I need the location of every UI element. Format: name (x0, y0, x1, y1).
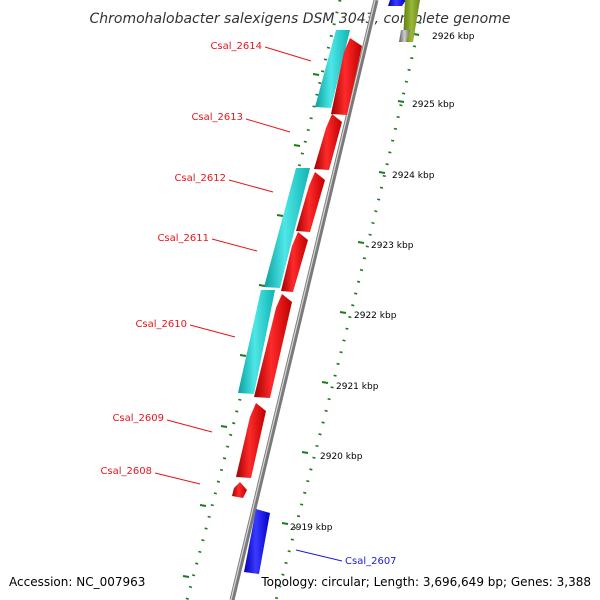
gene-csal-2613 (314, 114, 342, 170)
minor-tick-mark (276, 214, 284, 217)
kbp-tick-mark (321, 381, 329, 384)
gene-label-csal-2612: Csal_2612 (174, 173, 226, 184)
map-title: Chromohalobacter salexigens DSM 3043, co… (90, 11, 511, 27)
gene-csal-2608 (232, 482, 247, 498)
kbp-tick-label: 2919 kbp (290, 523, 333, 533)
kbp-tick-mark (301, 451, 309, 454)
minor-tick-mark (258, 284, 266, 287)
gene-label-csal-2614: Csal_2614 (210, 41, 262, 52)
genome-backbone (229, 0, 379, 600)
gene-csal-2612 (296, 172, 325, 232)
leader-line-csal-2607 (295, 549, 343, 562)
feature-cyan-csal-2611-2612 (264, 168, 310, 288)
kbp-tick-label: 2926 kbp (432, 32, 475, 42)
kbp-tick-label: 2922 kbp (354, 311, 397, 321)
topology-text: Topology: circular; Length: 3,696,649 bp… (260, 575, 591, 589)
gene-label-csal-2613: Csal_2613 (191, 112, 243, 123)
leader-line-csal-2608 (154, 472, 201, 485)
gene-labels: Csal_2614 Csal_2613 Csal_2612 Csal_2611 … (100, 41, 396, 567)
leader-line-csal-2611 (211, 238, 258, 252)
gene-csal-2611 (281, 232, 308, 292)
leader-line-csal-2612 (228, 179, 274, 193)
genome-backbone-highlight (230, 0, 376, 600)
minor-tick-mark (293, 144, 301, 147)
kbp-tick-mark (339, 311, 347, 314)
minor-tick-mark (312, 73, 320, 76)
kbp-tick-mark (413, 33, 420, 36)
feature-cyan-csal-2610 (238, 290, 275, 394)
kbp-tick-label: 2921 kbp (336, 382, 379, 392)
gene-label-csal-2610: Csal_2610 (135, 319, 187, 330)
gene-csal-2609 (236, 403, 266, 478)
leader-line-csal-2614 (264, 46, 312, 62)
gene-label-csal-2608: Csal_2608 (100, 466, 152, 477)
gene-label-csal-2607: Csal_2607 (345, 556, 397, 567)
feature-cyan-csal-2614 (315, 30, 350, 108)
minor-tick-mark (239, 354, 247, 357)
kbp-tick-mark (357, 241, 365, 244)
leader-line-csal-2610 (189, 324, 236, 338)
kbp-tick-label: 2924 kbp (392, 171, 435, 181)
gene-label-csal-2611: Csal_2611 (157, 233, 209, 244)
kbp-tick-mark (281, 522, 289, 525)
gene-label-csal-2609: Csal_2609 (112, 413, 164, 424)
gene-csal-2610 (254, 294, 292, 398)
minor-tick-mark (182, 575, 190, 578)
minor-tick-mark (199, 504, 207, 507)
kbp-tick-label: 2920 kbp (320, 452, 363, 462)
kbp-tick-mark (378, 171, 386, 174)
minor-tick-mark (220, 425, 228, 428)
inner-ring-marks (182, 73, 320, 578)
leader-line-csal-2613 (245, 118, 291, 133)
gene-csal-2607 (244, 509, 270, 574)
kbp-tick-mark (397, 100, 405, 103)
accession-text: Accession: NC_007963 (9, 575, 145, 589)
kbp-tick-label: 2923 kbp (371, 241, 414, 251)
kbp-ticks: 2926 kbp 2925 kbp 2924 kbp 2923 kbp 2922… (281, 32, 475, 533)
leader-line-csal-2609 (166, 419, 213, 433)
gene-blue-top (388, 0, 406, 6)
kbp-tick-label: 2925 kbp (412, 100, 455, 110)
feature-grey-top (399, 30, 410, 42)
gene-csal-2614 (331, 38, 362, 115)
